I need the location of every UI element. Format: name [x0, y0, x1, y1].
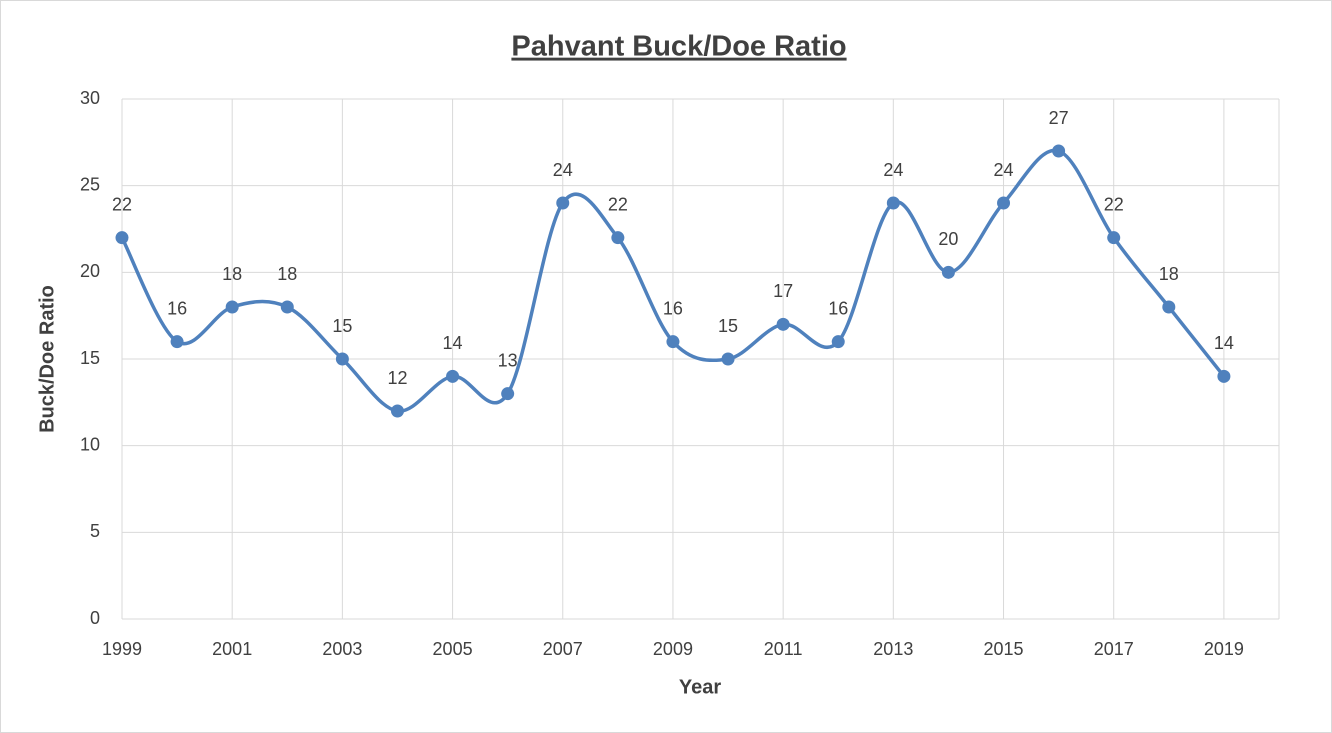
x-tick-label: 2007 [543, 639, 583, 659]
y-tick-label: 0 [90, 608, 100, 628]
data-point [556, 196, 570, 210]
x-tick-label: 2003 [322, 639, 362, 659]
data-point [1107, 231, 1121, 245]
x-tick-label: 2019 [1204, 639, 1244, 659]
x-tick-label: 2001 [212, 639, 252, 659]
x-tick-label: 2017 [1094, 639, 1134, 659]
data-label: 22 [608, 194, 628, 214]
data-label: 14 [443, 333, 463, 353]
x-tick-label: 2005 [433, 639, 473, 659]
x-axis-title: Year [679, 676, 721, 698]
data-point [446, 369, 460, 383]
data-point [1052, 144, 1066, 158]
data-point [280, 300, 294, 314]
data-label: 24 [883, 160, 903, 180]
data-point [225, 300, 239, 314]
data-label: 20 [938, 229, 958, 249]
y-axis-title: Buck/Doe Ratio [36, 285, 58, 433]
y-tick-label: 15 [80, 348, 100, 368]
y-tick-label: 10 [80, 434, 100, 454]
y-tick-label: 25 [80, 174, 100, 194]
data-label: 18 [222, 264, 242, 284]
data-point [666, 335, 680, 349]
x-tick-label: 2009 [653, 639, 693, 659]
data-label: 18 [1159, 264, 1179, 284]
data-point [886, 196, 900, 210]
y-tick-label: 5 [90, 521, 100, 541]
y-tick-label: 20 [80, 261, 100, 281]
data-point [721, 352, 735, 366]
data-point [1217, 369, 1231, 383]
x-tick-label: 2015 [984, 639, 1024, 659]
data-label: 17 [773, 281, 793, 301]
data-label: 16 [828, 298, 848, 318]
y-tick-label: 30 [80, 88, 100, 108]
data-label: 18 [277, 264, 297, 284]
data-label: 12 [387, 368, 407, 388]
data-point [831, 335, 845, 349]
data-label: 14 [1214, 333, 1234, 353]
data-label: 13 [498, 350, 518, 370]
data-label: 16 [663, 298, 683, 318]
data-point [941, 265, 955, 279]
data-point [335, 352, 349, 366]
data-label: 24 [994, 160, 1014, 180]
x-tick-label: 1999 [102, 639, 142, 659]
data-label: 27 [1049, 108, 1069, 128]
data-point [776, 317, 790, 331]
x-tick-label: 2011 [764, 639, 803, 659]
data-point [170, 335, 184, 349]
chart-title: Pahvant Buck/Doe Ratio [511, 31, 846, 63]
data-point [115, 231, 129, 245]
data-point [1162, 300, 1176, 314]
data-label: 22 [1104, 194, 1124, 214]
data-label: 22 [112, 194, 132, 214]
data-point [611, 231, 625, 245]
data-label: 15 [718, 316, 738, 336]
data-point [501, 387, 515, 401]
data-label: 16 [167, 298, 187, 318]
data-label: 24 [553, 160, 573, 180]
data-point [997, 196, 1011, 210]
data-label: 15 [332, 316, 352, 336]
data-point [390, 404, 404, 418]
x-tick-label: 2013 [873, 639, 913, 659]
